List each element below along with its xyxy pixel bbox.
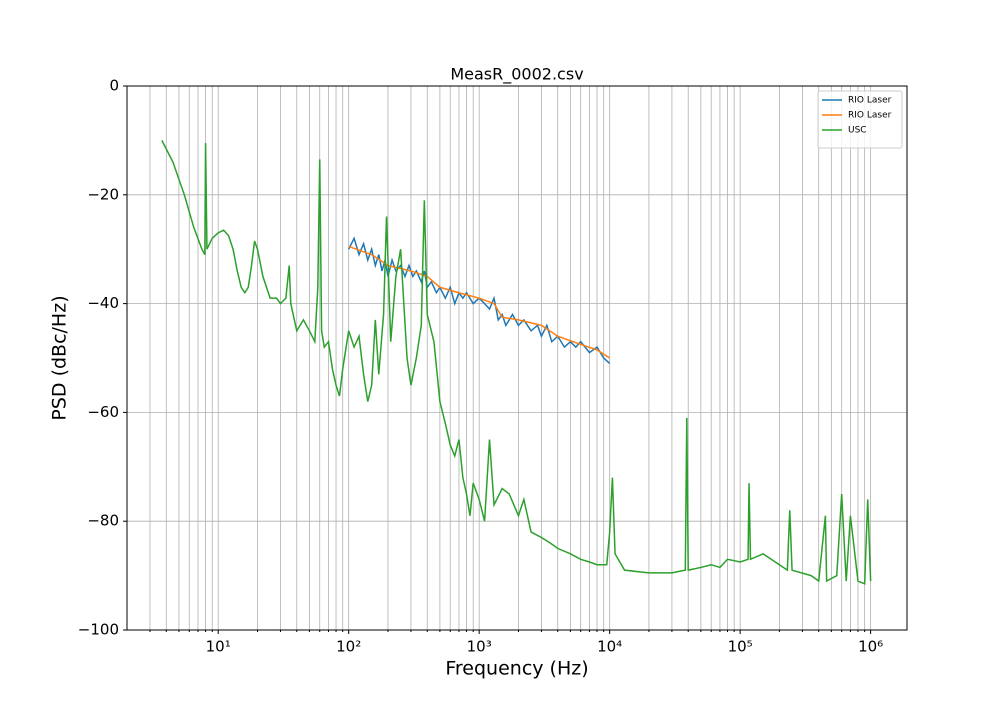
plot-frame (126, 85, 908, 631)
chart-title: MeasR_0002.csv (450, 65, 583, 85)
x-axis-label: Frequency (Hz) (445, 658, 588, 680)
legend-label: RIO Laser (848, 111, 892, 121)
y-axis-label: PSD (dBc/Hz) (49, 295, 71, 420)
y-tick-label: −100 (78, 621, 119, 639)
legend-box (817, 90, 903, 149)
data-line (348, 245, 611, 359)
legend-label: RIO Laser (848, 96, 892, 106)
x-tick-label: 10³ (467, 638, 492, 656)
y-tick-label: −40 (87, 294, 119, 312)
x-tick-label: 10² (336, 638, 361, 656)
data-line (161, 140, 872, 585)
legend: RIO Laser RIO Laser USC (817, 90, 903, 149)
legend-label: USC (848, 126, 867, 136)
y-tick-label: −20 (87, 185, 119, 203)
y-tick-label: −80 (87, 512, 119, 530)
x-tick-label: 10⁵ (728, 638, 753, 656)
y-tick-label: −60 (87, 403, 119, 421)
x-tick-label: 10⁴ (597, 638, 622, 656)
y-tick-label: 0 (109, 77, 119, 95)
x-tick-label: 10¹ (206, 638, 231, 656)
x-tick-label: 10⁶ (858, 638, 883, 656)
